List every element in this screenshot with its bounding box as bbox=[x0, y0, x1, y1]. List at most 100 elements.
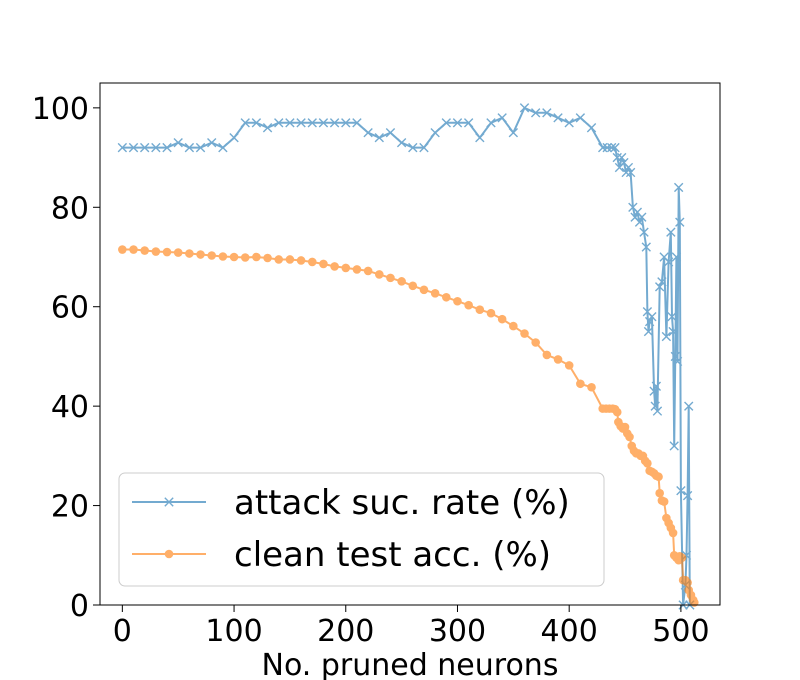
data-point bbox=[396, 137, 407, 148]
data-point bbox=[251, 118, 262, 128]
x-tick-label: 400 bbox=[541, 614, 598, 649]
data-point bbox=[240, 118, 250, 128]
data-point bbox=[684, 401, 694, 411]
data-point bbox=[659, 497, 669, 506]
data-point bbox=[673, 182, 684, 193]
data-point bbox=[129, 245, 138, 254]
data-point bbox=[612, 152, 622, 163]
data-point bbox=[542, 108, 552, 118]
data-point bbox=[229, 252, 239, 262]
data-point bbox=[520, 329, 529, 338]
y-tick-label: 80 bbox=[51, 191, 89, 226]
legend: attack suc. rate (%) clean test acc. (%) bbox=[118, 472, 605, 587]
data-point bbox=[649, 386, 659, 396]
data-point bbox=[195, 142, 206, 153]
data-point bbox=[637, 212, 647, 222]
data-point bbox=[677, 553, 687, 563]
data-point bbox=[661, 331, 672, 342]
data-point bbox=[657, 277, 667, 287]
plot-area-frame bbox=[99, 82, 721, 606]
data-point bbox=[118, 245, 127, 254]
data-point bbox=[430, 128, 440, 138]
data-point bbox=[553, 113, 563, 123]
x-tick-label: 100 bbox=[205, 614, 262, 649]
data-point bbox=[606, 142, 617, 153]
series-layer bbox=[117, 103, 699, 610]
data-point bbox=[173, 137, 183, 148]
data-point bbox=[196, 250, 205, 259]
data-point bbox=[252, 252, 261, 262]
data-point bbox=[397, 277, 406, 286]
data-point bbox=[419, 142, 429, 153]
data-point bbox=[229, 132, 239, 143]
data-point bbox=[666, 227, 676, 237]
data-point bbox=[453, 296, 462, 306]
data-point bbox=[207, 251, 217, 260]
y-tick-label: 20 bbox=[51, 490, 89, 525]
data-point bbox=[307, 118, 317, 128]
data-point bbox=[667, 311, 677, 322]
data-point bbox=[668, 528, 678, 538]
data-point bbox=[385, 128, 396, 138]
data-point bbox=[587, 382, 596, 392]
data-point bbox=[151, 247, 161, 256]
data-point bbox=[654, 282, 665, 292]
data-point bbox=[672, 356, 683, 367]
data-point bbox=[531, 338, 540, 347]
data-point bbox=[643, 459, 652, 468]
data-point bbox=[497, 113, 507, 123]
data-point bbox=[675, 217, 685, 227]
data-point bbox=[486, 118, 496, 128]
data-point bbox=[576, 379, 585, 389]
data-point bbox=[330, 262, 339, 271]
series-1 bbox=[118, 245, 699, 607]
y-tick-label: 60 bbox=[51, 291, 89, 326]
data-point bbox=[651, 381, 662, 391]
data-point bbox=[140, 246, 149, 255]
data-point bbox=[318, 118, 329, 128]
data-point bbox=[363, 128, 373, 138]
data-point bbox=[682, 490, 693, 501]
data-point bbox=[542, 350, 552, 360]
data-point bbox=[475, 132, 485, 143]
data-point bbox=[508, 128, 519, 138]
data-point bbox=[530, 108, 541, 118]
data-point bbox=[671, 252, 682, 262]
data-point bbox=[162, 247, 172, 257]
data-point bbox=[669, 441, 679, 451]
y-tick-label: 100 bbox=[32, 92, 89, 127]
data-point bbox=[263, 253, 272, 263]
data-point bbox=[650, 401, 660, 411]
data-point bbox=[647, 311, 657, 322]
data-point bbox=[352, 118, 362, 128]
data-point bbox=[668, 326, 678, 337]
data-point bbox=[655, 488, 664, 498]
series-line bbox=[122, 106, 691, 606]
data-point bbox=[612, 407, 622, 417]
data-point bbox=[486, 308, 496, 318]
data-point bbox=[173, 248, 183, 257]
data-point bbox=[408, 142, 418, 153]
data-point bbox=[374, 132, 384, 143]
data-point bbox=[374, 270, 384, 279]
data-point bbox=[296, 256, 306, 265]
data-point bbox=[625, 432, 634, 442]
data-point bbox=[497, 314, 507, 324]
data-point bbox=[564, 361, 574, 370]
data-point bbox=[621, 167, 631, 178]
data-point bbox=[151, 142, 161, 153]
x-tick-label: 500 bbox=[652, 614, 709, 649]
data-point bbox=[598, 142, 608, 153]
data-point bbox=[625, 167, 636, 178]
data-point bbox=[610, 142, 620, 153]
x-axis-label: No. pruned neurons bbox=[262, 648, 559, 680]
data-point bbox=[262, 123, 273, 133]
data-point bbox=[519, 103, 530, 113]
legend-swatch-marker bbox=[164, 549, 174, 559]
y-tick-label: 40 bbox=[51, 390, 89, 425]
data-point bbox=[240, 253, 250, 262]
data-point bbox=[218, 252, 228, 261]
data-point bbox=[419, 285, 429, 295]
data-point bbox=[643, 326, 654, 337]
